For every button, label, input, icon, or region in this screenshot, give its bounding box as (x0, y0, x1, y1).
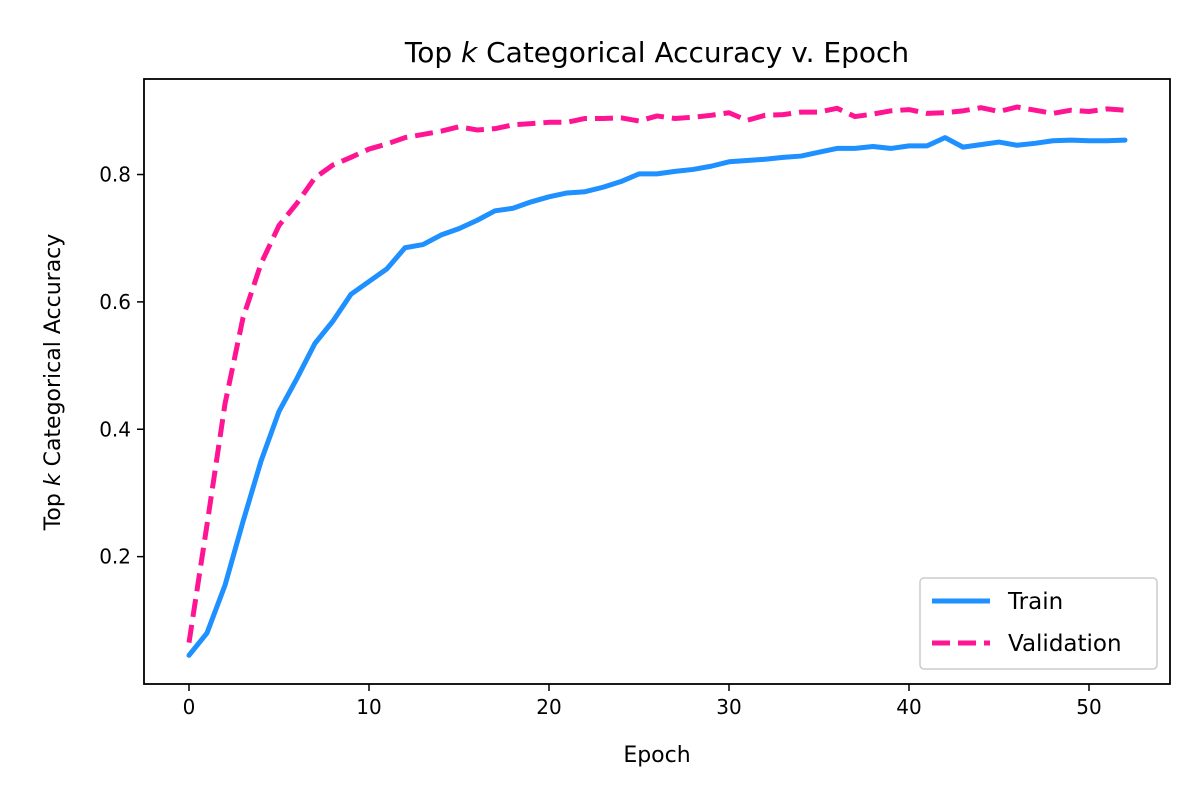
legend-validation-label: Validation (1008, 631, 1122, 657)
y-axis: 0.2 0.4 0.6 0.8 (99, 163, 144, 569)
legend: Train Validation (919, 577, 1158, 670)
plot-frame (143, 78, 1171, 685)
y-tick-label: 0.6 (99, 290, 131, 314)
series-validation-line (186, 104, 1126, 643)
x-tick-label: 0 (183, 695, 196, 719)
x-tick-label: 20 (536, 695, 561, 719)
y-axis-label: Top k Categorical Accuracy (41, 234, 66, 532)
series-train-line (186, 135, 1128, 658)
y-tick-label: 0.8 (99, 163, 131, 187)
y-tick-label: 0.4 (99, 417, 131, 441)
plot-lines (186, 104, 1128, 658)
x-tick-label: 40 (896, 695, 921, 719)
x-tick-label: 50 (1076, 695, 1101, 719)
legend-train-label: Train (1007, 589, 1063, 615)
x-tick-label: 10 (356, 695, 381, 719)
x-axis-label: Epoch (623, 743, 690, 768)
chart-title: Top k Categorical Accuracy v. Epoch (404, 36, 909, 69)
x-axis: 0 10 20 30 40 50 (183, 684, 1102, 719)
y-tick-label: 0.2 (99, 545, 131, 569)
x-tick-label: 30 (716, 695, 741, 719)
